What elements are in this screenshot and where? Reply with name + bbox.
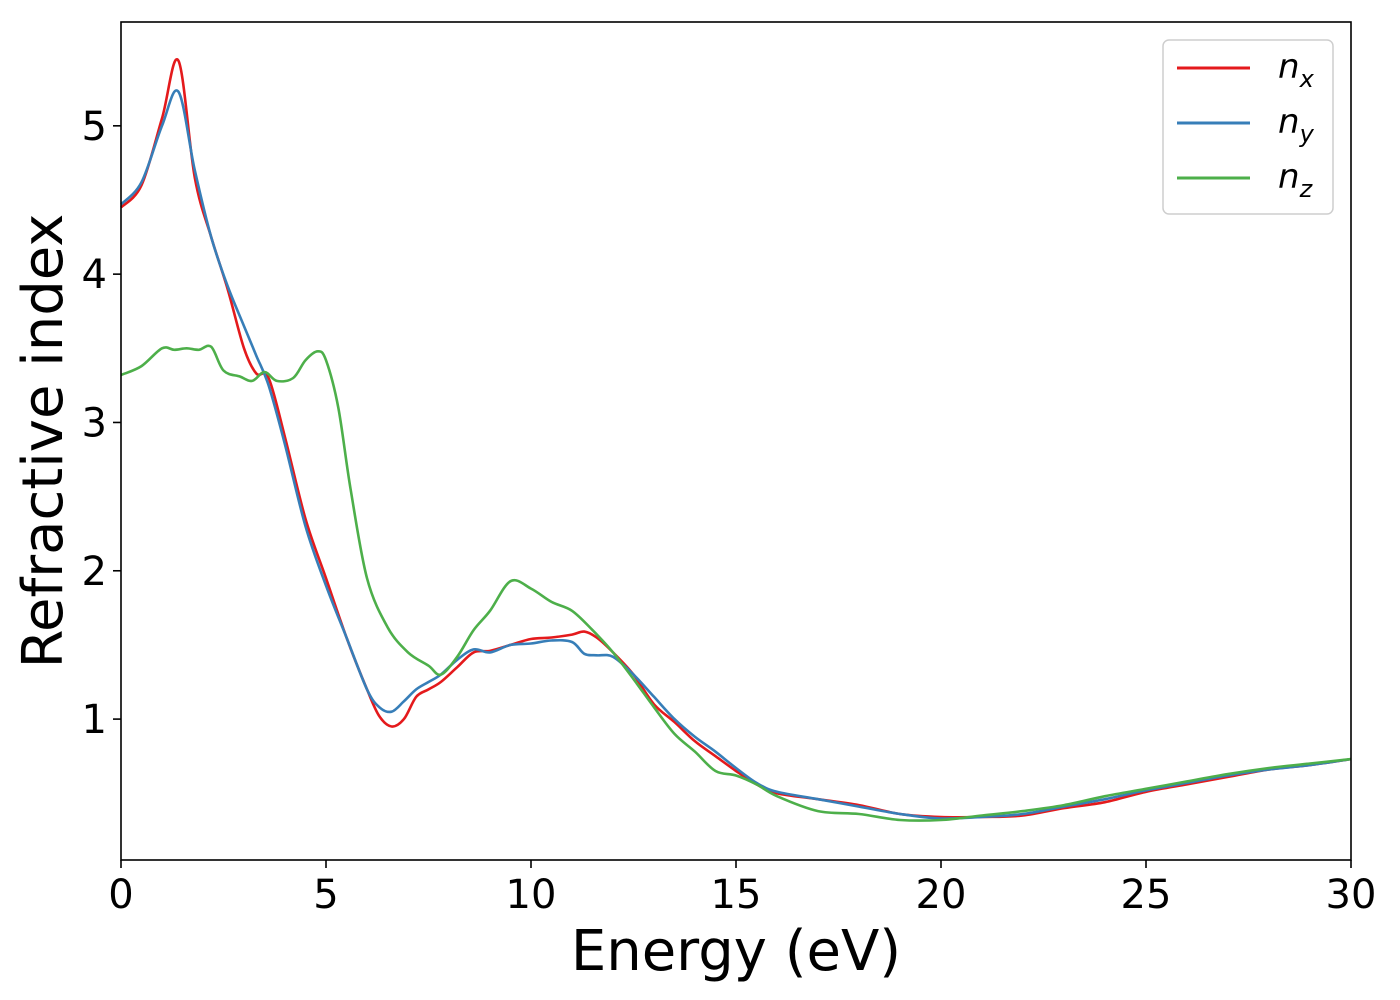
y-tick-label: 5: [82, 104, 107, 150]
y-tick-label: 2: [82, 549, 107, 595]
x-tick-label: 30: [1326, 872, 1377, 918]
x-tick-label: 15: [711, 872, 762, 918]
legend-label-nz: nz: [1278, 157, 1314, 203]
x-axis-label: Energy (eV): [571, 919, 901, 984]
series-line-nz: [120, 344, 1352, 822]
x-tick-label: 5: [313, 872, 338, 918]
legend: nx ny nz: [1162, 39, 1334, 215]
y-tick-label: 1: [82, 697, 107, 743]
x-tick-label: 20: [916, 872, 967, 918]
y-axis-label: Refractive index: [11, 214, 76, 669]
legend-label-ny: ny: [1278, 102, 1315, 148]
y-axis-ticks: 1 2 3 4 5: [82, 104, 121, 743]
x-axis-ticks: 0 5 10 15 20 25 30: [108, 860, 1376, 918]
legend-box: [1162, 39, 1334, 215]
y-tick-label: 4: [82, 252, 107, 298]
x-tick-label: 0: [108, 872, 133, 918]
series-layer: [120, 57, 1352, 822]
y-tick-label: 3: [82, 400, 107, 446]
plot-area: [121, 22, 1351, 860]
legend-label-nx: nx: [1278, 47, 1315, 93]
x-tick-label: 10: [506, 872, 557, 918]
series-line-ny: [120, 89, 1352, 820]
x-tick-label: 25: [1121, 872, 1172, 918]
